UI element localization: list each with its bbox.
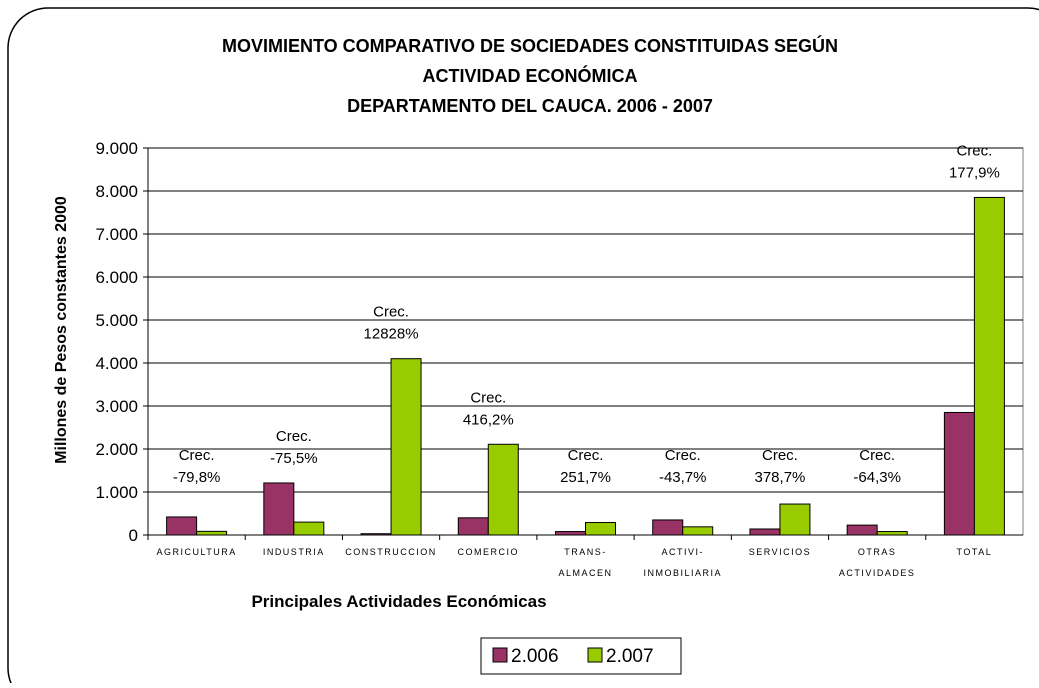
annotation-line: Crec. [276,428,312,445]
x-tick-label: CONSTRUCCION [345,547,437,557]
bar [390,358,422,536]
annotation-line: Crec. [470,389,506,406]
x-tick-label-line: INDUSTRIA [263,547,325,557]
y-tick-label: 7.000 [95,225,138,244]
x-tick-label-line: CONSTRUCCION [345,547,437,557]
bar [779,503,811,536]
annotation-line: -75,5% [270,450,318,467]
y-tick-label: 5.000 [95,311,138,330]
title-line: MOVIMIENTO COMPARATIVO DE SOCIEDADES CON… [222,35,838,56]
x-tick-label: SERVICIOS [749,547,811,557]
x-tick-label: ACTIVI- INMOBILIARIA [643,547,722,578]
annotation-line: Crec. [179,447,215,464]
bar [846,524,878,536]
x-tick-label: AGRICULTURA [156,547,236,557]
annotation: Crec. -79,8% [173,447,221,486]
x-tick-label-line: ALMACEN [558,568,612,578]
title-line: DEPARTAMENTO DEL CAUCA. 2006 - 2007 [347,96,713,116]
legend-swatch [587,647,603,663]
annotation-line: Crec. [762,447,798,464]
annotation: Crec. -43,7% [659,447,707,486]
bar [293,521,325,536]
y-tick-label: 4.000 [95,354,138,373]
annotation: Crec. 177,9% [949,142,1000,181]
annotation-line: Crec. [568,447,604,464]
legend-swatch [492,647,508,663]
bar [943,411,975,536]
bar [682,526,714,536]
x-tick-label-line: SERVICIOS [749,547,811,557]
annotation: Crec. 251,7% [560,447,611,486]
x-tick-label-line: ACTIVI- [661,547,704,557]
x-tick-label-line: INMOBILIARIA [643,568,722,578]
x-tick-label-line: OTRAS [858,547,897,557]
plot-area [147,147,1024,536]
bar [876,531,908,536]
bar [749,528,781,536]
x-tick-label: TOTAL [957,547,993,557]
y-tick-label: 9.000 [95,139,138,158]
bar [585,522,616,536]
bar [555,531,586,536]
annotation-line: 251,7% [560,469,611,486]
y-axis-title: Millones de Pesos constantes 2000 [53,196,70,464]
legend-label: 2.006 [511,646,559,667]
annotation-line: -79,8% [173,469,221,486]
x-tick-label: TRANS- ALMACEN [558,547,612,578]
annotation: Crec. -75,5% [270,428,318,467]
y-tick-label: 3.000 [95,397,138,416]
annotation-line: 12828% [364,326,419,343]
legend [480,637,682,675]
y-tick-label: 1.000 [95,483,138,502]
annotation-line: Crec. [956,142,992,159]
legend-label: 2.007 [606,646,654,667]
bar [973,196,1005,536]
x-tick-label: COMERCIO [458,547,520,557]
x-tick-label: INDUSTRIA [263,547,325,557]
bar [263,482,295,536]
annotation-line: Crec. [665,447,701,464]
annotation: Crec. 378,7% [755,447,806,486]
bar [166,516,198,536]
x-tick-label-line: TOTAL [957,547,993,557]
bar [652,519,684,536]
chart-title: MOVIMIENTO COMPARATIVO DE SOCIEDADES CON… [222,35,838,116]
bar [487,443,519,536]
annotation-line: -64,3% [853,469,901,486]
x-tick-label-line: AGRICULTURA [156,547,236,557]
annotation-line: 177,9% [949,164,1000,181]
y-tick-label: 8.000 [95,182,138,201]
annotation: Crec. -64,3% [853,447,901,486]
bar [196,530,228,536]
annotation: Crec. 416,2% [463,389,514,428]
y-tick-label: 6.000 [95,268,138,287]
y-tick-label: 0 [129,526,138,545]
y-tick-label: 2.000 [95,440,138,459]
x-tick-label-line: COMERCIO [458,547,520,557]
bar [457,517,489,536]
x-tick-label-line: TRANS- [564,547,607,557]
title-line: ACTIVIDAD ECONÓMICA [423,65,638,86]
annotation-line: Crec. [859,447,895,464]
annotation-line: Crec. [373,304,409,321]
annotation-line: -43,7% [659,469,707,486]
annotation-line: 416,2% [463,411,514,428]
annotation: Crec. 12828% [364,304,419,343]
x-axis-title: Principales Actividades Económicas [251,592,546,611]
x-tick-label-line: ACTIVIDADES [839,568,916,578]
x-tick-label: OTRAS ACTIVIDADES [839,547,916,578]
annotation-line: 378,7% [755,469,806,486]
